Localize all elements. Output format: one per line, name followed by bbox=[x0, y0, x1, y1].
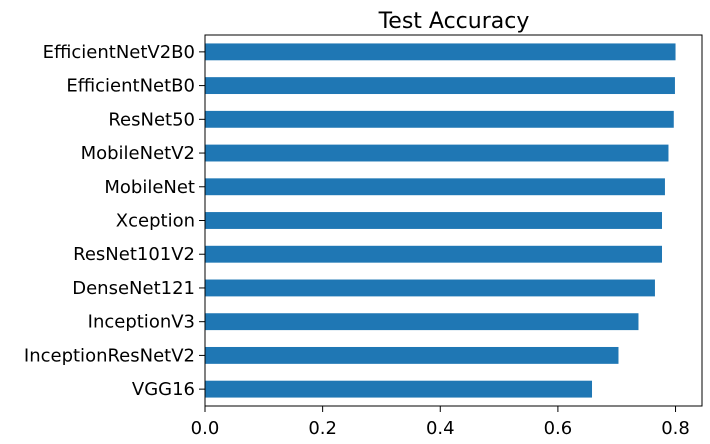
x-tick-label: 0.8 bbox=[661, 418, 690, 439]
category-label: VGG16 bbox=[132, 379, 195, 400]
bar-resnet101v2 bbox=[205, 245, 663, 263]
bar-vgg16 bbox=[205, 380, 593, 398]
bar-inceptionresnetv2 bbox=[205, 346, 619, 364]
category-label: EfficientNetV2B0 bbox=[43, 42, 195, 63]
x-axis-ticks: 0.0 0.2 0.4 0.6 0.8 bbox=[191, 406, 690, 439]
plot-frame bbox=[204, 34, 703, 407]
bar-xception bbox=[205, 212, 663, 229]
category-label: ResNet50 bbox=[108, 109, 195, 130]
category-label: MobileNetV2 bbox=[81, 143, 195, 164]
category-label: InceptionV3 bbox=[88, 312, 195, 333]
category-label: MobileNet bbox=[104, 177, 195, 198]
bar-mobilenetv2 bbox=[205, 144, 669, 162]
bar-mobilenet bbox=[205, 178, 665, 196]
x-tick-label: 0.2 bbox=[308, 418, 337, 439]
bar-efficientnetv2b0 bbox=[205, 43, 676, 61]
bar-densenet121 bbox=[205, 279, 655, 297]
category-labels: EfficientNetV2B0 EfficientNetB0 ResNet50 Mo… bbox=[24, 42, 205, 400]
bars-group bbox=[205, 43, 676, 398]
x-tick-label: 0.0 bbox=[191, 418, 220, 439]
x-tick-label: 0.4 bbox=[426, 418, 455, 439]
category-label: Xception bbox=[116, 211, 195, 232]
x-tick-label: 0.6 bbox=[544, 418, 573, 439]
category-label: ResNet101V2 bbox=[73, 244, 195, 265]
category-label: DenseNet121 bbox=[72, 278, 195, 299]
bar-resnet50 bbox=[205, 110, 674, 128]
bar-efficientnetb0 bbox=[205, 77, 675, 95]
category-label: InceptionResNetV2 bbox=[24, 345, 195, 366]
category-label: EfficientNetB0 bbox=[66, 76, 195, 97]
chart-title: Test Accuracy bbox=[378, 9, 530, 34]
bar-inceptionv3 bbox=[205, 313, 639, 331]
